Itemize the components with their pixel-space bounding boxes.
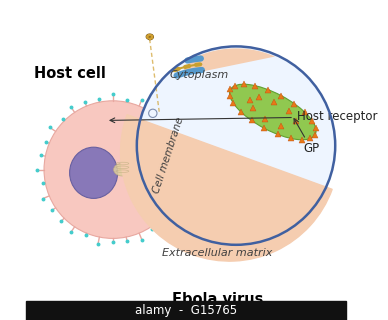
Text: Cytoplasm: Cytoplasm <box>170 70 229 80</box>
FancyBboxPatch shape <box>26 301 346 320</box>
Ellipse shape <box>69 147 118 198</box>
Text: Host receptor: Host receptor <box>110 110 377 123</box>
Circle shape <box>44 101 182 238</box>
Text: Host cell: Host cell <box>34 66 106 81</box>
Text: GP: GP <box>294 119 319 155</box>
Text: Cell membrane: Cell membrane <box>152 116 186 195</box>
Ellipse shape <box>230 84 316 140</box>
Ellipse shape <box>114 163 131 176</box>
Circle shape <box>137 46 335 245</box>
Text: alamy  -  G15765: alamy - G15765 <box>135 304 237 317</box>
Text: Ebola virus: Ebola virus <box>172 292 263 307</box>
Text: Extracellular matrix: Extracellular matrix <box>162 248 272 258</box>
Wedge shape <box>121 115 332 261</box>
Polygon shape <box>177 48 275 77</box>
